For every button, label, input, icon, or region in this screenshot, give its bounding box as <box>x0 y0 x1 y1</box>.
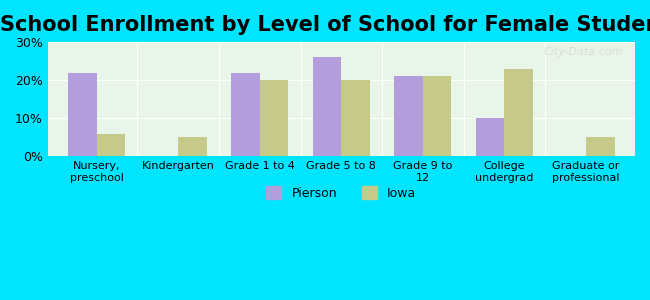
Text: City-Data.com: City-Data.com <box>544 47 623 57</box>
Bar <box>178 137 207 156</box>
Bar <box>476 118 504 156</box>
Bar <box>341 80 370 156</box>
Bar <box>68 73 97 156</box>
Bar <box>504 69 533 156</box>
Title: School Enrollment by Level of School for Female Students: School Enrollment by Level of School for… <box>0 15 650 35</box>
Bar <box>423 76 452 156</box>
Bar <box>260 80 289 156</box>
Bar <box>313 57 341 156</box>
Legend: Pierson, Iowa: Pierson, Iowa <box>261 181 421 205</box>
Bar <box>395 76 423 156</box>
Bar <box>586 137 615 156</box>
Bar <box>231 73 260 156</box>
Bar <box>97 134 125 156</box>
